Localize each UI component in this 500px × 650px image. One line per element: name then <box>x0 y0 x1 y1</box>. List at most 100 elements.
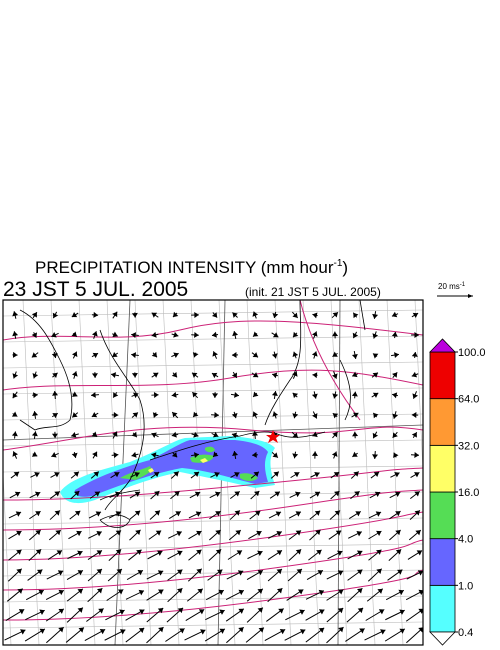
wind-arrow <box>48 529 62 541</box>
wind-arrow <box>290 471 300 479</box>
wind-arrow <box>72 391 78 397</box>
wind-head <box>15 511 22 517</box>
wind-arrow <box>312 372 318 379</box>
grid-line <box>3 569 423 577</box>
wind-head <box>194 331 199 338</box>
wind-arrow <box>332 371 338 379</box>
wind-arrow <box>389 491 401 499</box>
wind-arrow <box>351 412 359 418</box>
wind-arrow <box>251 372 259 378</box>
wind-arrow <box>151 312 159 318</box>
wind-head <box>173 471 179 477</box>
wind-arrow <box>151 452 159 459</box>
wind-arrow <box>292 451 299 459</box>
wind-head <box>136 549 142 555</box>
wind-head <box>234 472 240 478</box>
wind-head <box>212 393 219 398</box>
wind-arrow <box>52 311 59 319</box>
wind-arrow <box>390 472 400 478</box>
wind-arrow <box>331 311 339 319</box>
wind-head <box>237 570 244 576</box>
colorbar-segment <box>429 538 456 586</box>
wind-head <box>171 371 178 378</box>
wind-arrow <box>191 391 199 399</box>
wind-head <box>91 431 98 437</box>
wind-arrow <box>292 411 299 419</box>
wind-head <box>252 431 259 436</box>
wind-head <box>354 491 360 497</box>
wind-head <box>196 530 202 537</box>
wind-head <box>414 451 419 458</box>
wind-arrow <box>248 530 262 540</box>
wind-arrow <box>87 550 103 560</box>
wind-arrow <box>250 471 260 479</box>
wind-head <box>16 530 22 537</box>
wind-arrow <box>406 627 423 644</box>
wind-arrow <box>166 607 184 623</box>
wind-arrow <box>191 431 199 438</box>
wind-head <box>13 471 20 478</box>
wind-arrow <box>112 311 118 319</box>
wind-head <box>257 588 263 594</box>
wind-head <box>414 331 419 338</box>
wind-head <box>292 432 298 438</box>
wind-arrow <box>268 511 282 519</box>
wind-head <box>315 529 321 536</box>
wind-arrow <box>92 331 98 339</box>
wind-head <box>114 491 121 498</box>
wind-arrow <box>212 351 218 359</box>
wind-arrow <box>92 451 98 459</box>
wind-head <box>257 550 263 557</box>
wind-head <box>295 549 302 555</box>
wind-arrow <box>231 371 238 379</box>
wind-arrow <box>372 412 379 419</box>
wind-head <box>32 411 39 417</box>
wind-head <box>31 431 38 437</box>
wind-arrow <box>171 371 178 378</box>
wind-head <box>78 627 84 633</box>
wind-arrow <box>168 530 182 539</box>
wind-arrow <box>30 472 40 478</box>
wind-head <box>36 569 43 575</box>
wind-head <box>292 312 298 318</box>
wind-arrow <box>292 392 299 399</box>
wind-arrow <box>188 530 202 540</box>
wind-head <box>113 392 119 398</box>
wind-head <box>54 510 60 516</box>
wind-arrow <box>91 372 98 378</box>
wind-head <box>96 550 102 556</box>
wind-arrow <box>387 569 403 581</box>
wind-head <box>418 589 423 596</box>
wind-head <box>352 451 358 457</box>
init-time: (init. 21 JST 5 JUL. 2005) <box>245 285 381 299</box>
wind-arrow <box>252 411 259 419</box>
wind-arrow <box>351 391 358 399</box>
wind-head <box>214 472 220 478</box>
wind-head <box>71 371 78 377</box>
wind-arrow <box>31 431 38 439</box>
wind-arrow <box>406 570 423 580</box>
wind-arrow <box>350 471 360 479</box>
wind-arrow <box>169 511 181 519</box>
wind-head <box>253 471 259 477</box>
title-superscript: -1 <box>333 258 342 269</box>
wind-head <box>172 311 179 318</box>
wind-arrow <box>10 471 20 479</box>
wind-head <box>112 431 118 437</box>
wind-head <box>357 588 363 594</box>
wind-head <box>73 471 79 477</box>
wind-head <box>77 550 83 557</box>
wind-head <box>20 629 26 635</box>
wind-head <box>193 431 199 438</box>
wind-head <box>234 391 239 398</box>
wind-head <box>111 372 117 379</box>
wind-head <box>135 529 141 536</box>
wind-arrow <box>349 511 361 519</box>
wind-arrow <box>312 411 318 419</box>
wind-head <box>131 332 137 339</box>
wind-head <box>52 312 59 319</box>
wind-head <box>155 530 162 536</box>
wind-head <box>352 431 359 437</box>
wind-head <box>51 433 58 439</box>
wind-head <box>415 530 421 536</box>
